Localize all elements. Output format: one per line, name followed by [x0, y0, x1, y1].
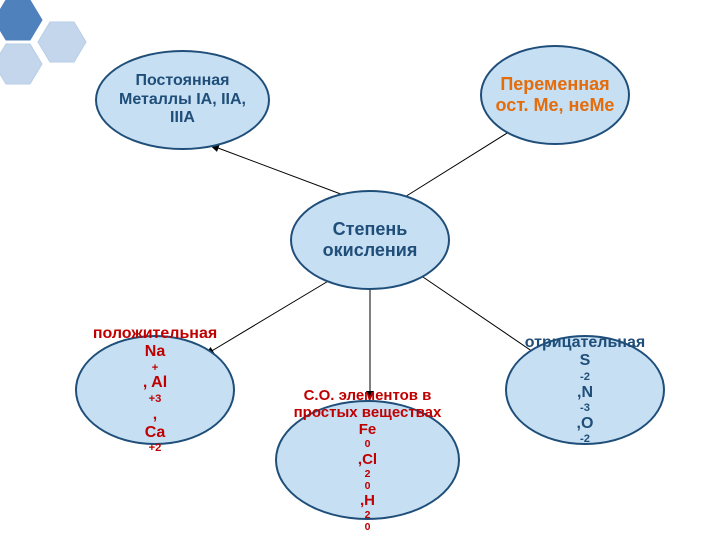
diagram-stage: Степень окисления ПостояннаяМеталлы IA, I… — [0, 0, 720, 540]
node-neg-label: отрицательнаяS-2 ,N-3 ,O-2 — [517, 334, 653, 446]
node-zero: С.О. элементов в простых веществахFe0,Cl… — [275, 400, 460, 520]
node-const: ПостояннаяМеталлы IA, IIA, IIIА — [95, 50, 270, 150]
node-const-label: ПостояннаяМеталлы IA, IIA, IIIА — [107, 72, 258, 127]
node-pos-label: положительнаяNa+, Al+3,Ca+2 — [87, 325, 223, 456]
hex-icon — [0, 0, 86, 84]
node-pos: положительнаяNa+, Al+3,Ca+2 — [75, 335, 235, 445]
node-var-label: Переменнаяост. Ме, неМе — [492, 74, 618, 115]
node-neg: отрицательнаяS-2 ,N-3 ,O-2 — [505, 335, 665, 445]
node-zero-label: С.О. элементов в простых веществахFe0,Cl… — [287, 387, 448, 534]
center-label: Степень окисления — [302, 219, 438, 260]
center-node: Степень окисления — [290, 190, 450, 290]
node-var: Переменнаяост. Ме, неМе — [480, 45, 630, 145]
